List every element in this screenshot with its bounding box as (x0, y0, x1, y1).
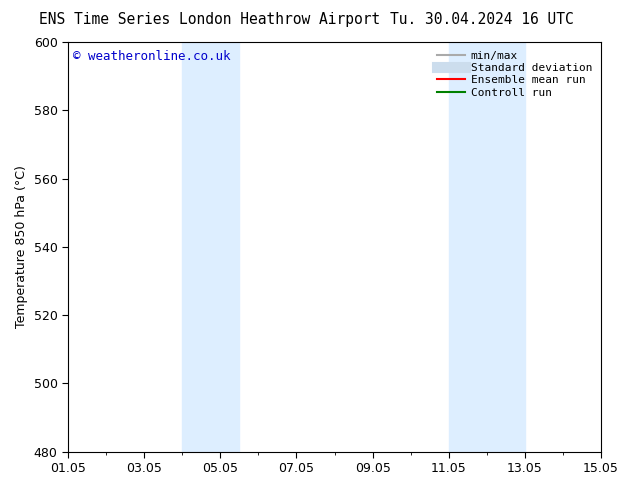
Text: ENS Time Series London Heathrow Airport: ENS Time Series London Heathrow Airport (39, 12, 380, 27)
Bar (449, 42, 525, 452)
Y-axis label: Temperature 850 hPa (°C): Temperature 850 hPa (°C) (15, 166, 28, 328)
Text: © weatheronline.co.uk: © weatheronline.co.uk (74, 50, 231, 63)
Text: Tu. 30.04.2024 16 UTC: Tu. 30.04.2024 16 UTC (390, 12, 574, 27)
Legend: min/max, Standard deviation, Ensemble mean run, Controll run: min/max, Standard deviation, Ensemble me… (434, 48, 595, 101)
Bar (182, 42, 239, 452)
